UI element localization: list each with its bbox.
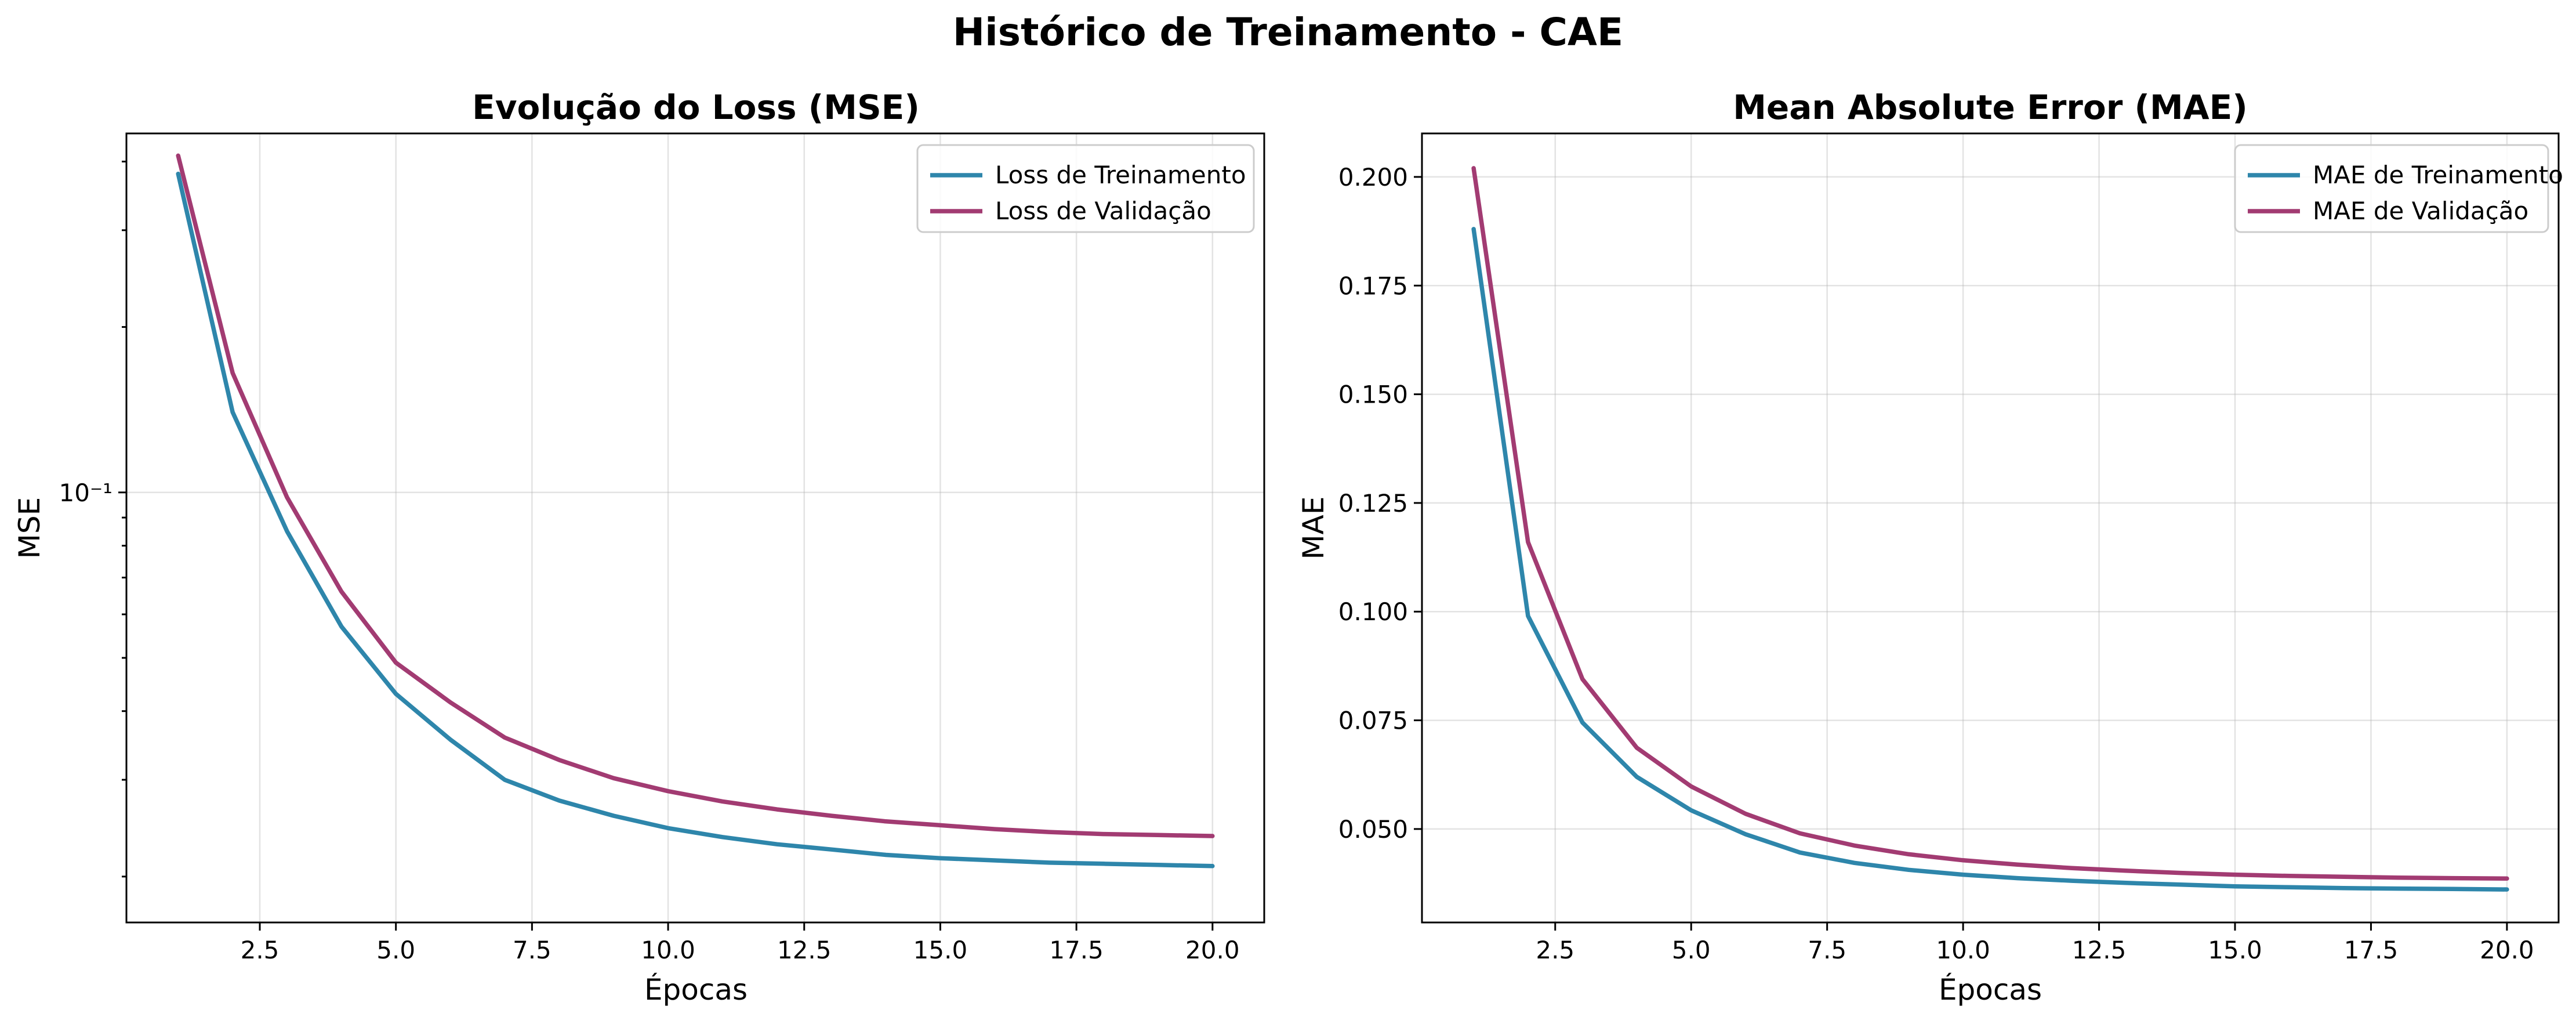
mae-y-tick-label: 0.075 [1338, 707, 1408, 735]
mse-legend: Loss de Treinamento Loss de Validação [916, 144, 1255, 233]
mae-x-tick-label: 15.0 [2208, 936, 2262, 964]
mse-grid [126, 133, 1264, 922]
mae-series-line-train [1471, 227, 2509, 892]
mae-x-tick-label: 10.0 [1936, 936, 1990, 964]
mae-legend-label: MAE de Treinamento [2313, 161, 2563, 189]
mae-y-tick-label: 0.050 [1338, 815, 1408, 844]
mae-x-axis-label: Épocas [1939, 972, 2042, 1007]
mse-legend-label: Loss de Treinamento [995, 161, 1246, 189]
mae-x-tick-label: 17.5 [2344, 936, 2399, 964]
mae-ticks: 2.5 5.0 7.5 10.0 12.5 15.0 17.5 20.0 0.050 0.075 0… [1338, 163, 2534, 964]
mse-x-tick-label: 20.0 [1185, 936, 1240, 964]
mae-y-tick-label: 0.100 [1338, 598, 1408, 626]
mae-series-line-val [1471, 166, 2509, 881]
mse-series-line-val [176, 153, 1215, 838]
mse-x-tick-label: 7.5 [513, 936, 552, 964]
mae-x-tick-label: 20.0 [2480, 936, 2534, 964]
mse-ticks: 2.5 5.0 7.5 10.0 12.5 15.0 17.5 20.0 10⁻¹ [59, 160, 1240, 964]
mse-loss-panel: Evolução do Loss (MSE) 2.5 5.0 7.5 10.0 12.5… [13, 88, 1265, 1007]
mae-y-axis-label: MAE [1297, 497, 1330, 560]
mae-y-tick-label: 0.175 [1338, 272, 1408, 300]
mse-series-line-train [176, 171, 1215, 869]
mae-series [1471, 166, 2509, 892]
mae-panel-title: Mean Absolute Error (MAE) [1733, 88, 2248, 127]
mse-x-tick-label: 5.0 [376, 936, 415, 964]
mse-x-axis-label: Épocas [644, 972, 748, 1007]
mse-x-tick-label: 2.5 [241, 936, 280, 964]
mae-y-tick-label: 0.125 [1338, 489, 1408, 518]
mse-legend-label: Loss de Validação [995, 197, 1211, 225]
mae-legend-box [2234, 144, 2549, 233]
mse-x-tick-label: 15.0 [913, 936, 968, 964]
mae-panel: Mean Absolute Error (MAE) 2.5 5.0 7.5 10.0 1… [1297, 88, 2563, 1007]
mae-x-tick-label: 2.5 [1536, 936, 1574, 964]
mse-panel-title: Evolução do Loss (MSE) [472, 88, 920, 127]
mse-x-tick-label: 17.5 [1049, 936, 1104, 964]
mae-legend-label: MAE de Validação [2313, 197, 2528, 225]
mae-y-tick-label: 0.200 [1338, 163, 1408, 191]
mse-axes-frame [125, 132, 1265, 924]
mae-y-tick-label: 0.150 [1338, 381, 1408, 409]
mae-x-tick-label: 5.0 [1672, 936, 1711, 964]
mse-x-tick-label: 12.5 [777, 936, 832, 964]
mae-axes-frame [1421, 132, 2560, 924]
mae-grid [1422, 133, 2559, 922]
mse-x-tick-label: 10.0 [641, 936, 695, 964]
mse-legend-box [916, 144, 1255, 233]
mae-x-tick-label: 12.5 [2072, 936, 2127, 964]
mae-x-tick-label: 7.5 [1808, 936, 1846, 964]
figure-suptitle: Histórico de Treinamento - CAE [953, 10, 1623, 55]
mse-series [176, 153, 1215, 869]
mse-y-tick-label: 10⁻¹ [59, 479, 113, 507]
mae-legend: MAE de Treinamento MAE de Validação [2234, 144, 2563, 233]
mse-y-axis-label: MSE [13, 497, 46, 559]
